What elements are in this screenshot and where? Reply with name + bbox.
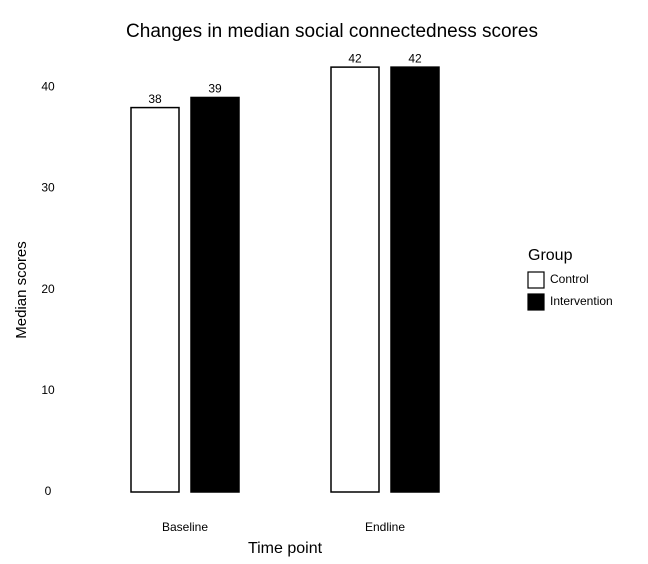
y-tick-label: 0 xyxy=(45,484,52,498)
legend-title: Group xyxy=(528,247,573,264)
y-tick-label: 40 xyxy=(41,80,55,94)
bar xyxy=(130,106,180,493)
bar xyxy=(390,66,440,493)
legend-swatch xyxy=(527,271,545,289)
data-label: 39 xyxy=(208,82,222,96)
data-label: 38 xyxy=(148,92,162,106)
legend-label: Control xyxy=(550,272,589,286)
legend-label: Intervention xyxy=(550,294,613,308)
x-tick-label: Endline xyxy=(365,520,405,534)
x-tick-label: Baseline xyxy=(162,520,208,534)
y-axis-label: Median scores xyxy=(13,241,30,339)
data-label: 42 xyxy=(408,51,422,65)
y-tick-label: 20 xyxy=(41,282,55,296)
data-label: 42 xyxy=(348,51,362,65)
y-tick-label: 10 xyxy=(41,383,55,397)
legend-swatch xyxy=(527,293,545,311)
bar xyxy=(190,96,240,493)
bar xyxy=(330,66,380,493)
y-tick-label: 30 xyxy=(41,181,55,195)
x-axis-label: Time point xyxy=(248,540,323,557)
chart-title: Changes in median social connectedness s… xyxy=(126,21,538,42)
